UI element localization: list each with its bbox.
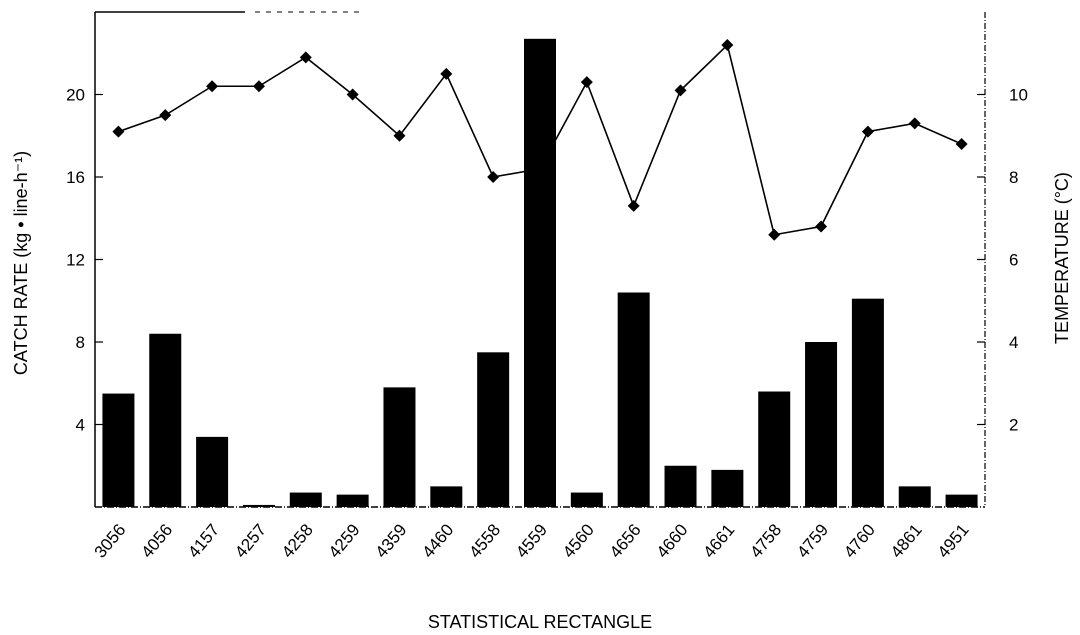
- bar: [570, 492, 603, 507]
- x-tick-label: 4760: [840, 520, 879, 561]
- y2-axis-title: TEMPERATURE (°C): [1052, 172, 1072, 344]
- temperature-point: [908, 117, 921, 130]
- x-tick-label: 4758: [746, 520, 785, 561]
- bar: [196, 436, 229, 507]
- temperature-point: [627, 199, 640, 212]
- x-tick-label: 3056: [91, 520, 130, 561]
- bar: [898, 486, 931, 507]
- temperature-point: [206, 80, 219, 93]
- x-tick-label: 4056: [137, 520, 176, 561]
- x-tick-label: 4257: [231, 520, 270, 561]
- x-tick-label: 4460: [419, 520, 458, 561]
- temperature-point: [112, 125, 125, 138]
- bar: [102, 393, 135, 507]
- x-tick-label: 4661: [700, 520, 739, 561]
- temperature-point: [674, 84, 687, 97]
- bar: [945, 494, 978, 507]
- left-tick-label: 4: [76, 416, 85, 435]
- temperature-point: [159, 109, 172, 122]
- y-axis-title: CATCH RATE (kg • line-h⁻¹): [11, 151, 31, 375]
- bar: [758, 391, 791, 507]
- temperature-point: [534, 162, 546, 175]
- x-tick-label: 4157: [184, 520, 223, 561]
- bar: [851, 298, 884, 507]
- x-tick-label: 4861: [887, 520, 926, 561]
- x-tick-label: 4558: [465, 520, 504, 561]
- bar: [430, 486, 463, 507]
- bar: [711, 469, 744, 507]
- temperature-point: [299, 51, 312, 64]
- bar: [289, 492, 322, 507]
- x-tick-label: 4759: [793, 520, 832, 561]
- bar: [336, 494, 369, 507]
- left-tick-label: 8: [76, 333, 85, 352]
- temperature-point: [440, 67, 453, 80]
- right-tick-label: 10: [1009, 86, 1028, 105]
- temperature-point: [768, 228, 781, 241]
- temperature-point: [861, 125, 874, 138]
- right-axis-ticks: 2 4 6 8 10: [977, 86, 1028, 435]
- bar: [805, 342, 838, 507]
- x-tick-label: 4656: [606, 520, 645, 561]
- left-axis-ticks: 4 8 12 16 20: [66, 86, 103, 435]
- x-tick-label: 4258: [278, 520, 317, 561]
- x-tick-label: 4559: [512, 520, 551, 561]
- left-tick-label: 12: [66, 251, 85, 270]
- x-tick-label: 4951: [934, 520, 973, 561]
- bar-series: [102, 38, 978, 507]
- x-tick-label: 4259: [325, 520, 364, 561]
- temperature-point: [487, 171, 500, 183]
- x-tick-label: 4560: [559, 520, 598, 561]
- left-tick-label: 16: [66, 168, 85, 187]
- bar: [149, 333, 182, 507]
- temperature-point: [721, 39, 734, 51]
- bar: [617, 292, 650, 507]
- x-tick-label: 4359: [372, 520, 411, 561]
- right-tick-label: 4: [1009, 333, 1018, 352]
- bar: [664, 465, 697, 507]
- temperature-point: [955, 138, 968, 150]
- temperature-point: [815, 220, 828, 233]
- left-tick-label: 20: [66, 86, 85, 105]
- bar: [524, 38, 556, 507]
- right-tick-label: 6: [1009, 251, 1018, 270]
- temperature-point: [580, 76, 593, 89]
- temperature-point: [346, 88, 359, 101]
- bar: [477, 352, 510, 507]
- right-tick-label: 2: [1009, 416, 1018, 435]
- bar: [383, 387, 416, 507]
- temperature-point: [252, 80, 265, 93]
- x-axis-ticks: 3056 4056 4157 4257 4258 4259 4359 4460 4558 4559…: [91, 520, 973, 561]
- temperature-line-series: [112, 39, 968, 241]
- bar: [242, 504, 275, 507]
- x-tick-label: 4660: [653, 520, 692, 561]
- temperature-point: [393, 129, 406, 142]
- right-tick-label: 8: [1009, 168, 1018, 187]
- x-axis-title: STATISTICAL RECTANGLE: [428, 612, 652, 632]
